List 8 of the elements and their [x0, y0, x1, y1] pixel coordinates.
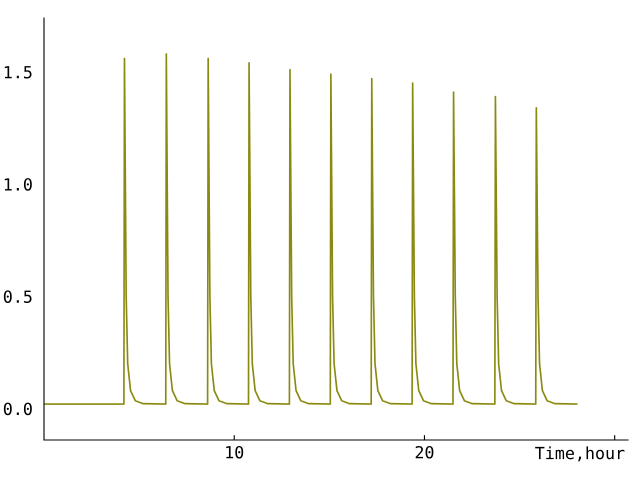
- y-tick-label: 0.0: [4, 402, 32, 416]
- line-series: [44, 53, 578, 405]
- y-tick-label: 1.5: [4, 66, 32, 78]
- x-axis-title: Time,hour: [535, 446, 624, 462]
- y-tick-label: 1.0: [4, 178, 32, 191]
- y-tick-label: 0.5: [4, 290, 32, 303]
- x-tick-label: 10: [226, 446, 244, 459]
- x-tick-label: 20: [416, 446, 434, 459]
